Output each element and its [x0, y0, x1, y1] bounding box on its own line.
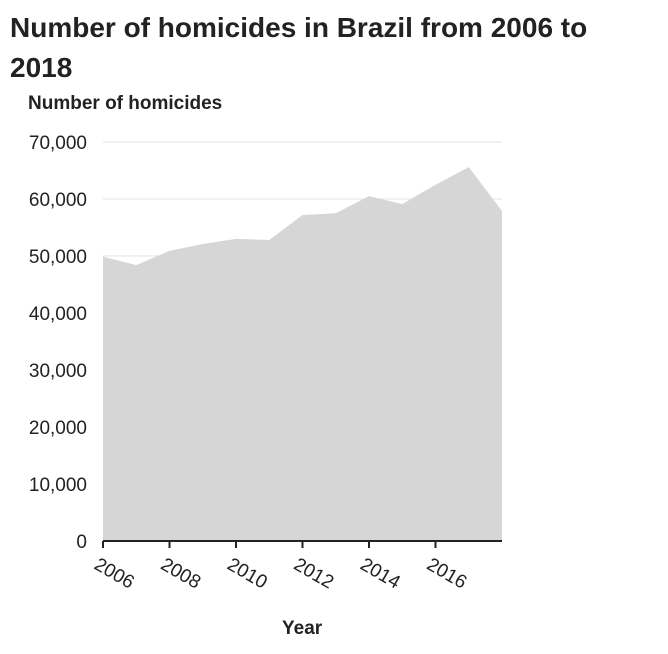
x-tick-label: 2006 — [91, 554, 138, 593]
y-axis-title: Number of homicides — [28, 93, 223, 114]
x-tick-label: 2014 — [357, 554, 404, 594]
y-tick-label: 30,000 — [29, 361, 87, 382]
y-axis-tick-labels: 0 10,000 20,000 30,000 40,000 50,000 60,000 70,… — [29, 133, 87, 553]
x-tick-label: 2010 — [224, 554, 271, 593]
x-axis: 2006 2008 2010 2012 2014 2016 — [91, 540, 502, 594]
x-axis-title: Year — [282, 618, 323, 639]
y-tick-label: 0 — [76, 532, 87, 553]
y-tick-label: 50,000 — [29, 247, 87, 268]
y-tick-label: 70,000 — [29, 133, 87, 154]
y-tick-label: 60,000 — [29, 190, 87, 211]
x-tick-label: 2008 — [157, 554, 204, 593]
y-tick-label: 10,000 — [29, 475, 87, 496]
y-tick-label: 40,000 — [29, 304, 87, 325]
x-tick-label: 2012 — [290, 554, 337, 593]
x-tick-label: 2016 — [423, 554, 470, 593]
area-series — [103, 167, 502, 541]
y-tick-label: 20,000 — [29, 418, 87, 439]
area-homicides — [103, 167, 502, 541]
chart-title: Number of homicides in Brazil from 2006 … — [10, 12, 588, 83]
